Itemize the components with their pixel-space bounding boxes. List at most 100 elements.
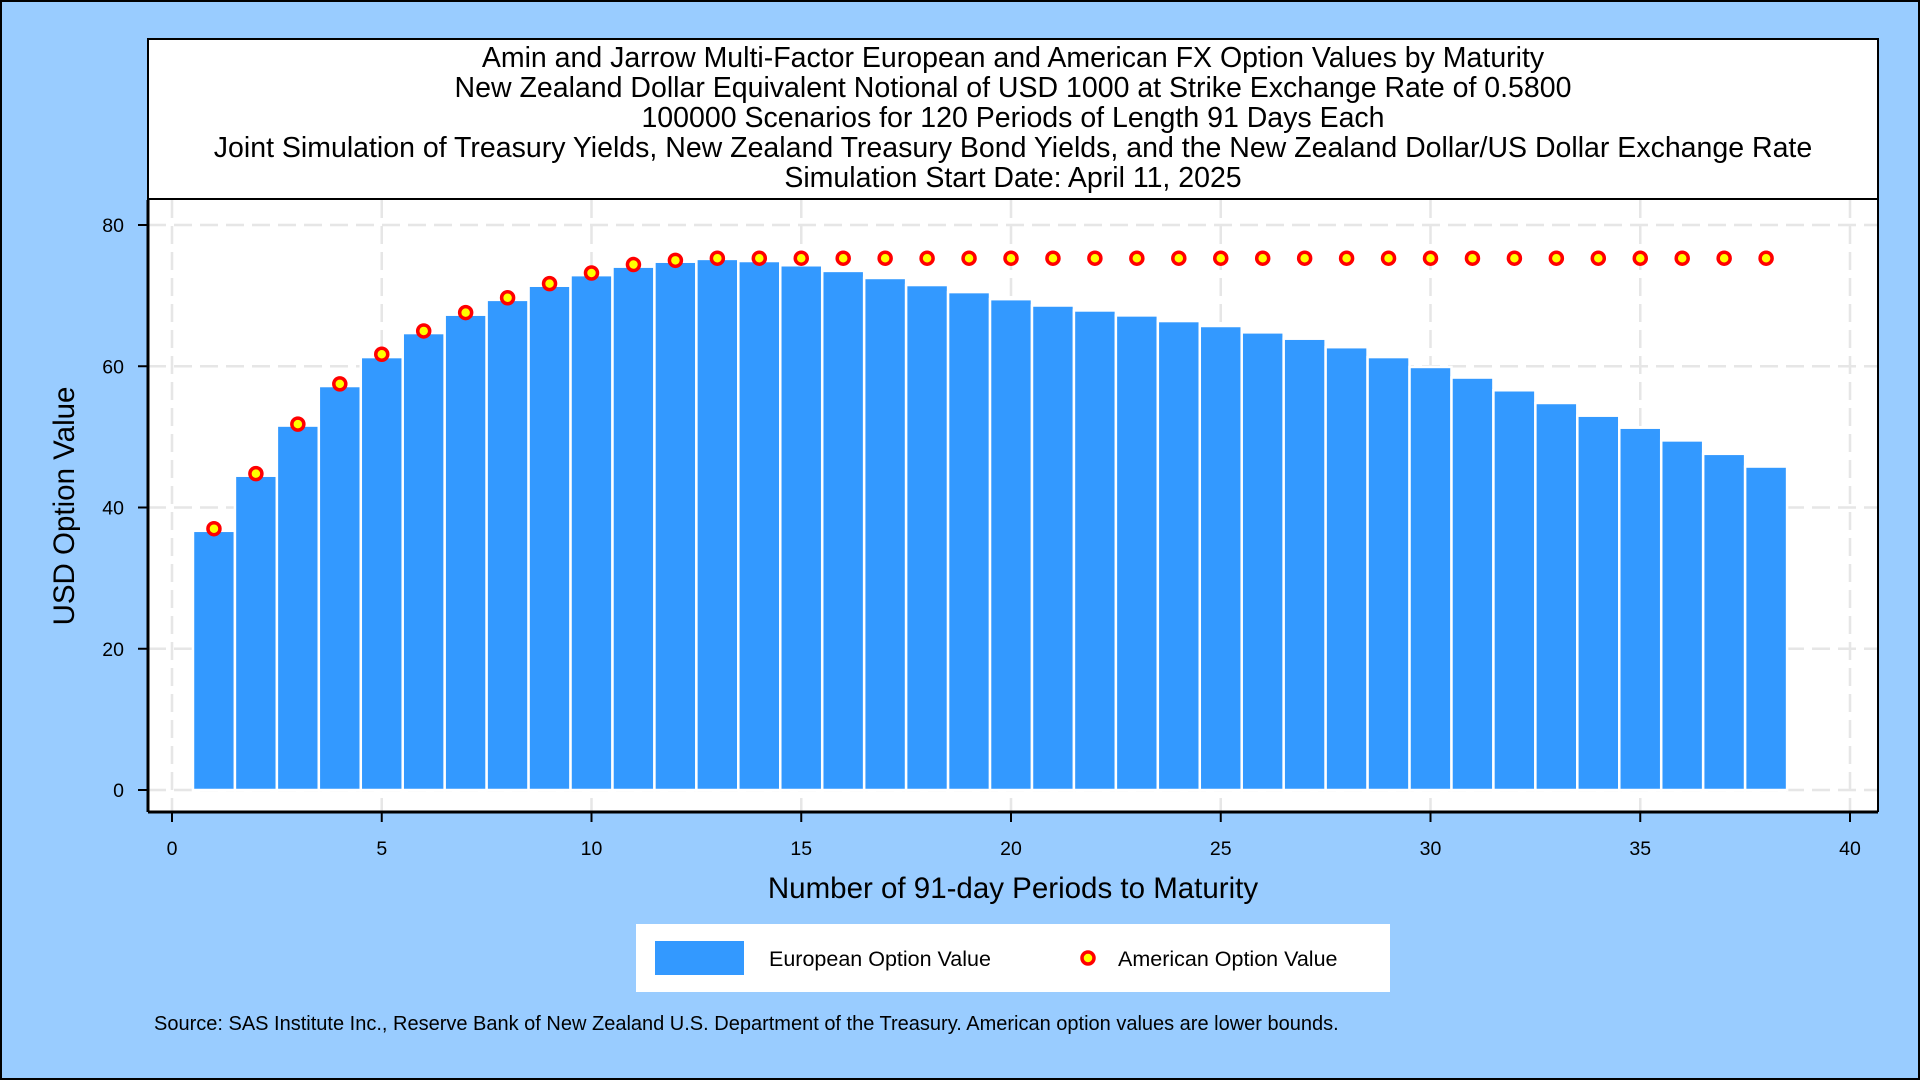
marker-american-38: [1758, 250, 1774, 266]
x-axis-ticks: 0 5 10 15 20 25 30 35 40: [167, 812, 1861, 860]
marker-american-24: [1171, 250, 1187, 266]
x-tick-label-5: 5: [376, 838, 387, 860]
bar-european-35: [1618, 426, 1663, 792]
bar-european-22: [1072, 309, 1118, 792]
marker-american-29: [1380, 250, 1397, 266]
bar-european-30: [1408, 365, 1453, 792]
x-tick-label-25: 25: [1210, 838, 1232, 860]
x-tick-label-20: 20: [1000, 838, 1022, 860]
american-markers: [206, 250, 1774, 537]
bar-european-14: [737, 259, 782, 792]
bar-european-9: [527, 284, 572, 792]
bar-european-17: [862, 276, 908, 792]
bar-european-31: [1450, 376, 1495, 792]
marker-american-11: [625, 256, 642, 273]
marker-american-1: [206, 520, 222, 537]
title-line-5: Simulation Start Date: April 11, 2025: [784, 162, 1241, 194]
marker-american-14: [751, 250, 768, 266]
marker-american-36: [1674, 250, 1690, 266]
european-bars: [191, 257, 1789, 792]
bar-european-34: [1576, 414, 1621, 792]
y-tick-label-20: 20: [102, 639, 124, 661]
title-box: [147, 38, 1879, 200]
marker-american-2: [248, 465, 264, 482]
legend: European Option Value American Option Va…: [636, 924, 1390, 992]
marker-american-17: [877, 250, 893, 266]
marker-american-19: [961, 250, 977, 266]
marker-american-21: [1045, 250, 1061, 266]
x-axis-title: Number of 91-day Periods to Maturity: [768, 872, 1258, 905]
marker-american-6: [415, 323, 432, 339]
y-axis-title: USD Option Value: [48, 387, 81, 626]
bar-european-19: [946, 290, 992, 792]
bar-european-28: [1324, 345, 1369, 792]
marker-american-30: [1422, 250, 1439, 266]
marker-american-32: [1506, 250, 1523, 266]
marker-american-10: [583, 265, 600, 281]
marker-american-18: [919, 250, 935, 266]
bar-european-4: [317, 384, 363, 792]
marker-american-13: [709, 250, 726, 266]
bar-european-27: [1282, 337, 1327, 792]
marker-american-7: [457, 304, 474, 321]
bar-european-36: [1659, 439, 1705, 792]
bar-european-23: [1114, 314, 1160, 792]
marker-american-35: [1632, 250, 1648, 266]
x-tick-label-10: 10: [581, 838, 603, 860]
marker-american-20: [1003, 250, 1019, 266]
marker-american-5: [374, 346, 390, 362]
title-line-3: 100000 Scenarios for 120 Periods of Leng…: [641, 102, 1384, 134]
bar-european-32: [1492, 389, 1537, 792]
marker-american-28: [1338, 250, 1355, 266]
x-tick-label-0: 0: [167, 838, 178, 860]
bar-european-38: [1743, 465, 1789, 792]
bar-european-8: [485, 298, 530, 792]
bar-european-20: [988, 297, 1034, 792]
marker-american-9: [541, 275, 558, 292]
marker-american-25: [1213, 250, 1229, 266]
title-line-2: New Zealand Dollar Equivalent Notional o…: [455, 72, 1572, 104]
bar-european-10: [569, 273, 614, 792]
bar-european-26: [1240, 331, 1285, 792]
chart-title: Amin and Jarrow Multi-Factor European an…: [214, 42, 1812, 194]
x-tick-label-35: 35: [1629, 838, 1651, 860]
x-tick-label-30: 30: [1420, 838, 1442, 860]
bar-european-29: [1366, 355, 1411, 792]
title-line-4: Joint Simulation of Treasury Yields, New…: [214, 132, 1812, 164]
marker-american-37: [1716, 250, 1732, 266]
bar-european-16: [820, 269, 866, 792]
bar-european-5: [359, 355, 404, 792]
marker-american-27: [1296, 250, 1313, 266]
bar-european-15: [779, 264, 824, 792]
legend-marker-swatch: [1080, 950, 1096, 966]
x-tick-label-15: 15: [790, 838, 812, 860]
marker-american-26: [1254, 250, 1271, 266]
legend-label-american: American Option Value: [1118, 947, 1338, 971]
bar-european-24: [1156, 319, 1202, 792]
bar-european-7: [443, 313, 488, 792]
marker-american-3: [290, 416, 306, 432]
y-axis-ticks: 0 20 40 60 80: [102, 215, 148, 802]
marker-american-34: [1590, 250, 1607, 266]
marker-american-23: [1129, 250, 1145, 266]
marker-american-15: [793, 250, 809, 266]
bar-european-18: [904, 283, 950, 792]
bar-european-13: [695, 257, 740, 792]
x-tick-label-40: 40: [1839, 838, 1861, 860]
bar-european-12: [653, 260, 698, 792]
bar-european-2: [233, 474, 279, 792]
marker-american-4: [332, 376, 348, 392]
marker-american-33: [1548, 250, 1565, 266]
marker-american-31: [1464, 250, 1481, 266]
y-tick-label-60: 60: [102, 356, 124, 378]
bar-european-1: [191, 529, 237, 792]
bar-european-33: [1534, 401, 1579, 792]
bar-european-3: [275, 424, 321, 792]
footnote: Source: SAS Institute Inc., Reserve Bank…: [154, 1013, 1339, 1035]
bar-european-21: [1030, 304, 1076, 792]
marker-american-12: [667, 252, 684, 269]
legend-box: [636, 924, 1390, 992]
bar-european-37: [1701, 452, 1747, 792]
